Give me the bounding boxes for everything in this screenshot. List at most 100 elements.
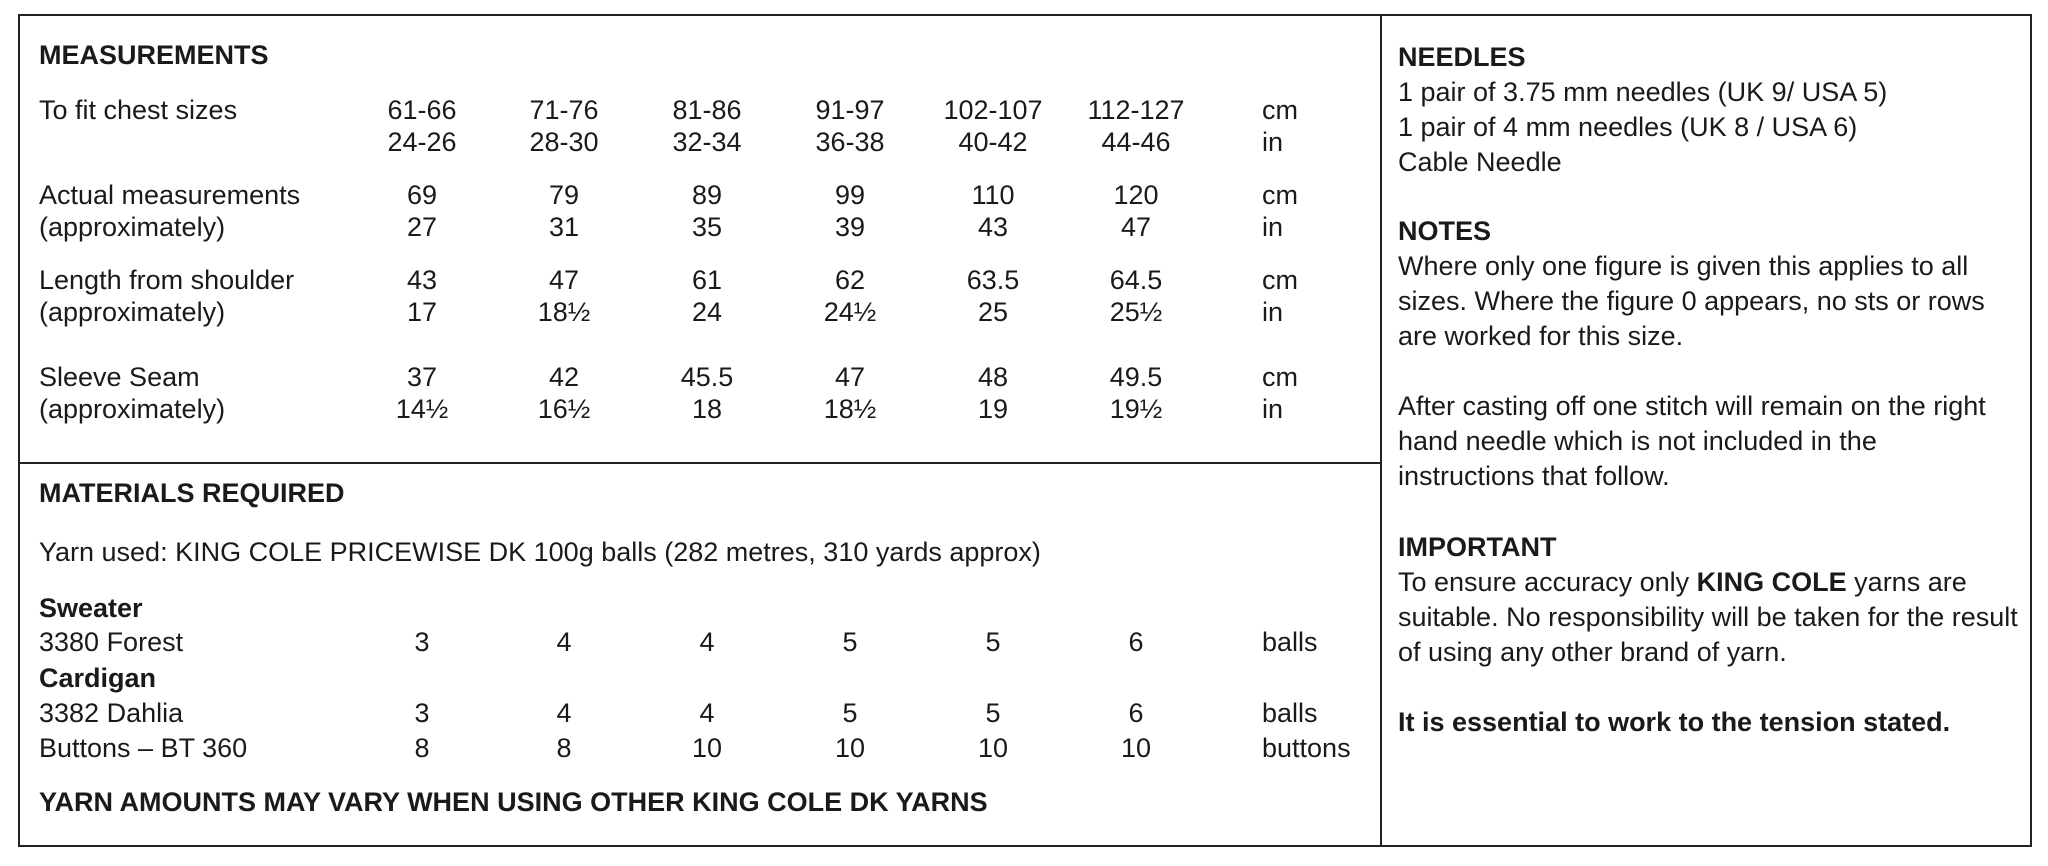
row-label: 3380 Forest	[39, 627, 184, 657]
table-cell: 112-127	[1087, 95, 1185, 125]
yarn-amounts-note: YARN AMOUNTS MAY VARY WHEN USING OTHER K…	[39, 787, 988, 817]
unit-label: buttons	[1262, 733, 1351, 763]
row-label: Sleeve Seam	[39, 362, 200, 392]
unit-label: in	[1262, 127, 1284, 157]
horizontal-divider	[18, 462, 1382, 464]
table-cell: 5	[842, 627, 858, 657]
table-cell: 89	[691, 180, 723, 210]
table-cell: 4	[556, 698, 572, 728]
table-cell: 5	[985, 627, 1001, 657]
brand-name: KING COLE	[1696, 567, 1847, 597]
table-cell: 10	[691, 733, 723, 763]
unit-label: cm	[1262, 362, 1298, 392]
important-text: To ensure accuracy only KING COLE yarns …	[1398, 565, 2018, 670]
table-cell: 99	[834, 180, 866, 210]
table-cell: 8	[556, 733, 572, 763]
table-cell: 42	[548, 362, 580, 392]
notes-paragraph-2: After casting off one stitch will remain…	[1398, 391, 1986, 491]
unit-label: cm	[1262, 95, 1298, 125]
table-cell: 18½	[823, 394, 877, 424]
unit-label: cm	[1262, 180, 1298, 210]
vertical-divider	[1380, 14, 1382, 847]
table-cell: 43	[977, 212, 1009, 242]
important-text-end: yarns are suitable. No responsibility wi…	[1398, 567, 2018, 667]
table-cell: 19½	[1109, 394, 1163, 424]
table-cell: 5	[985, 698, 1001, 728]
table-cell: 43	[406, 265, 438, 295]
table-cell: 69	[406, 180, 438, 210]
sweater-heading: Sweater	[39, 593, 143, 623]
table-cell: 24	[691, 297, 723, 327]
yarn-used-text: Yarn used: KING COLE PRICEWISE DK 100g b…	[39, 537, 1041, 567]
row-label: (approximately)	[39, 297, 226, 327]
table-cell: 17	[406, 297, 438, 327]
table-cell: 62	[834, 265, 866, 295]
important-section: IMPORTANT To ensure accuracy only KING C…	[1398, 530, 2018, 740]
table-cell: 4	[699, 627, 715, 657]
cardigan-heading: Cardigan	[39, 663, 157, 693]
row-label: 3382 Dahlia	[39, 698, 184, 728]
table-cell: 35	[691, 212, 723, 242]
unit-label: in	[1262, 297, 1284, 327]
table-cell: 10	[834, 733, 866, 763]
important-heading: IMPORTANT	[1398, 532, 1557, 562]
table-cell: 61-66	[387, 95, 457, 125]
row-label: (approximately)	[39, 394, 226, 424]
table-cell: 47	[834, 362, 866, 392]
unit-label: in	[1262, 212, 1284, 242]
table-cell: 81-86	[672, 95, 742, 125]
unit-label: balls	[1262, 698, 1318, 728]
needles-heading: NEEDLES	[1398, 42, 1526, 72]
table-cell: 45.5	[680, 362, 734, 392]
row-label: Buttons – BT 360	[39, 733, 248, 763]
table-cell: 25½	[1109, 297, 1163, 327]
table-cell: 10	[977, 733, 1009, 763]
notes-heading: NOTES	[1398, 216, 1492, 246]
table-cell: 3	[414, 698, 430, 728]
table-cell: 79	[548, 180, 580, 210]
table-cell: 44-46	[1101, 127, 1171, 157]
table-cell: 61	[691, 265, 723, 295]
table-cell: 31	[548, 212, 580, 242]
table-cell: 3	[414, 627, 430, 657]
unit-label: cm	[1262, 265, 1298, 295]
table-cell: 4	[699, 698, 715, 728]
row-label: (approximately)	[39, 212, 226, 242]
notes-paragraph-1: Where only one figure is given this appl…	[1398, 251, 1985, 351]
page-frame	[18, 14, 2032, 847]
table-cell: 19	[977, 394, 1009, 424]
needles-section: NEEDLES 1 pair of 3.75 mm needles (UK 9/…	[1398, 40, 2018, 180]
table-cell: 4	[556, 627, 572, 657]
table-cell: 64.5	[1109, 265, 1163, 295]
table-cell: 6	[1128, 627, 1144, 657]
table-cell: 49.5	[1109, 362, 1163, 392]
table-cell: 28-30	[529, 127, 599, 157]
table-cell: 40-42	[958, 127, 1028, 157]
table-cell: 25	[977, 297, 1009, 327]
table-cell: 63.5	[966, 265, 1020, 295]
materials-heading: MATERIALS REQUIRED	[39, 478, 345, 508]
unit-label: balls	[1262, 627, 1318, 657]
table-cell: 37	[406, 362, 438, 392]
row-label: To fit chest sizes	[39, 95, 238, 125]
unit-label: in	[1262, 394, 1284, 424]
row-label: Actual measurements	[39, 180, 301, 210]
notes-section: NOTES Where only one figure is given thi…	[1398, 214, 2018, 494]
table-cell: 16½	[537, 394, 591, 424]
tension-note: It is essential to work to the tension s…	[1398, 707, 1951, 737]
table-cell: 120	[1113, 180, 1159, 210]
table-cell: 39	[834, 212, 866, 242]
table-cell: 8	[414, 733, 430, 763]
table-cell: 18	[691, 394, 723, 424]
table-cell: 102-107	[943, 95, 1043, 125]
table-cell: 32-34	[672, 127, 742, 157]
table-cell: 14½	[395, 394, 449, 424]
needles-line: 1 pair of 4 mm needles (UK 8 / USA 6)	[1398, 112, 1858, 142]
table-cell: 71-76	[529, 95, 599, 125]
needles-line: 1 pair of 3.75 mm needles (UK 9/ USA 5)	[1398, 77, 1888, 107]
table-cell: 18½	[537, 297, 591, 327]
needles-line: Cable Needle	[1398, 147, 1562, 177]
table-cell: 48	[977, 362, 1009, 392]
table-cell: 36-38	[815, 127, 885, 157]
table-cell: 24-26	[387, 127, 457, 157]
